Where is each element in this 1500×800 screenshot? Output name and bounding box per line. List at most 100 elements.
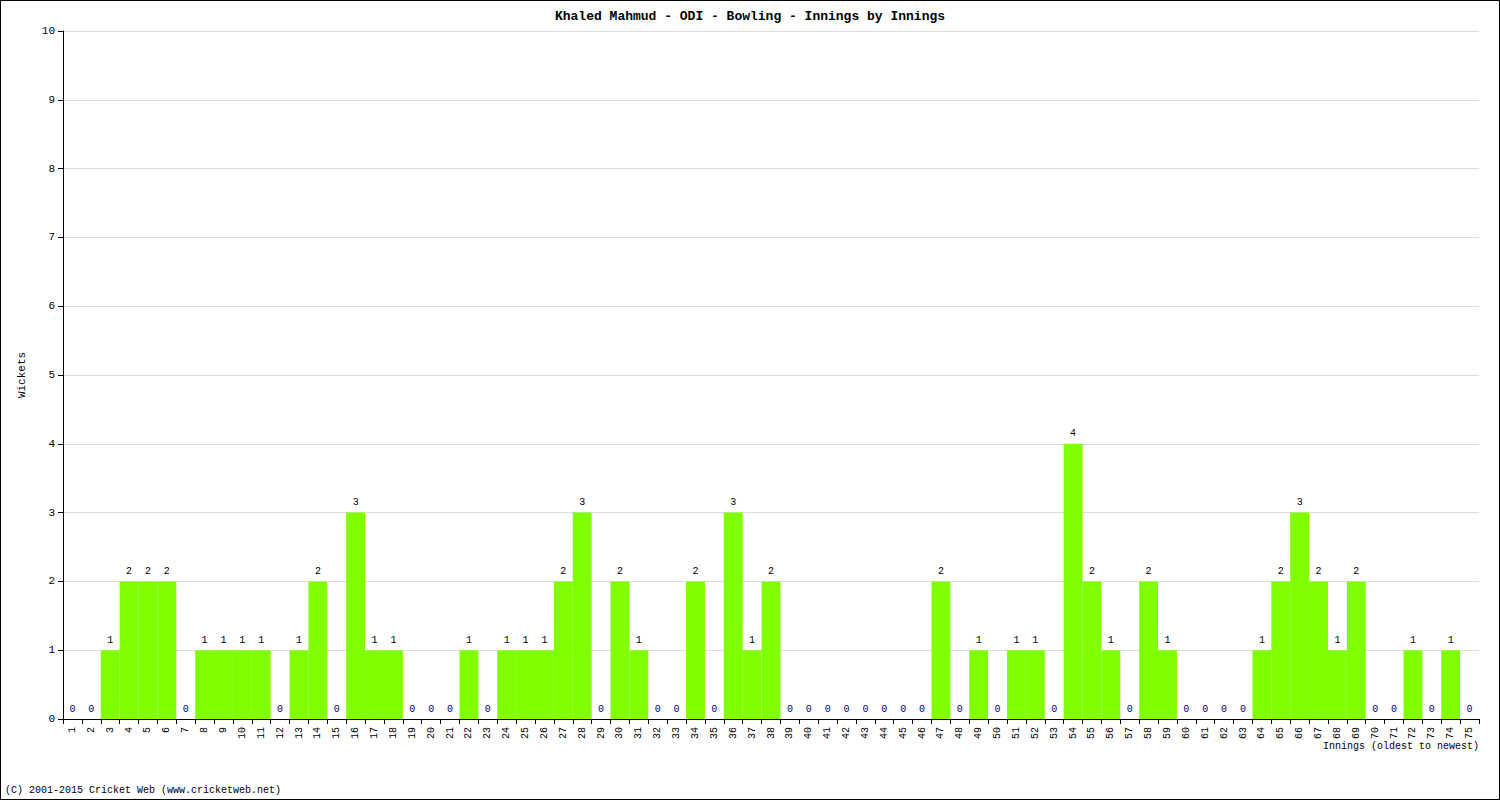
svg-text:1: 1 [390,635,396,646]
svg-text:0: 0 [862,704,868,715]
svg-text:5: 5 [48,369,55,381]
svg-text:35: 35 [709,727,720,739]
svg-text:3: 3 [579,497,585,508]
svg-text:0: 0 [1240,704,1246,715]
svg-text:48: 48 [954,727,965,739]
svg-text:2: 2 [692,566,698,577]
svg-text:2: 2 [1316,566,1322,577]
svg-text:55: 55 [1086,727,1097,739]
svg-text:72: 72 [1407,727,1418,739]
svg-text:2: 2 [560,566,566,577]
svg-text:34: 34 [690,727,701,739]
svg-text:0: 0 [787,704,793,715]
svg-text:1: 1 [976,635,982,646]
svg-text:0: 0 [806,704,812,715]
svg-text:25: 25 [520,727,531,739]
svg-text:12: 12 [275,727,286,739]
svg-text:0: 0 [1429,704,1435,715]
svg-text:49: 49 [973,727,984,739]
svg-text:0: 0 [485,704,491,715]
svg-text:4: 4 [48,438,55,450]
svg-text:0: 0 [1127,704,1133,715]
svg-text:1: 1 [296,635,302,646]
svg-text:26: 26 [539,727,550,739]
svg-text:7: 7 [48,231,55,243]
svg-text:0: 0 [1202,704,1208,715]
svg-text:1: 1 [67,727,78,733]
svg-text:(C) 2001-2015 Cricket Web (www: (C) 2001-2015 Cricket Web (www.cricketwe… [5,785,281,796]
svg-text:0: 0 [447,704,453,715]
svg-text:1: 1 [48,644,55,656]
svg-text:36: 36 [728,727,739,739]
svg-text:62: 62 [1219,727,1230,739]
svg-text:Wickets: Wickets [16,352,28,398]
svg-text:60: 60 [1181,727,1192,739]
svg-text:38: 38 [766,727,777,739]
svg-text:57: 57 [1124,727,1135,739]
svg-text:50: 50 [992,727,1003,739]
svg-text:44: 44 [879,727,890,739]
svg-text:28: 28 [577,727,588,739]
svg-text:0: 0 [674,704,680,715]
svg-text:0: 0 [409,704,415,715]
svg-text:51: 51 [1011,727,1022,739]
svg-text:52: 52 [1030,727,1041,739]
svg-text:63: 63 [1238,727,1249,739]
svg-text:0: 0 [900,704,906,715]
svg-text:69: 69 [1351,727,1362,739]
svg-text:30: 30 [614,727,625,739]
svg-text:5: 5 [142,727,153,733]
svg-text:1: 1 [107,635,113,646]
svg-text:0: 0 [881,704,887,715]
svg-text:15: 15 [331,727,342,739]
svg-text:6: 6 [161,727,172,733]
svg-text:2: 2 [768,566,774,577]
svg-text:70: 70 [1370,727,1381,739]
svg-text:3: 3 [1297,497,1303,508]
svg-text:0: 0 [919,704,925,715]
svg-text:53: 53 [1049,727,1060,739]
svg-text:1: 1 [1410,635,1416,646]
svg-text:3: 3 [353,497,359,508]
svg-text:0: 0 [1183,704,1189,715]
svg-text:31: 31 [633,727,644,739]
svg-text:0: 0 [1221,704,1227,715]
svg-text:4: 4 [124,727,135,733]
svg-text:1: 1 [1164,635,1170,646]
svg-text:37: 37 [747,727,758,739]
svg-text:10: 10 [42,25,55,37]
svg-text:2: 2 [145,566,151,577]
svg-text:19: 19 [407,727,418,739]
svg-text:1: 1 [1334,635,1340,646]
svg-text:1: 1 [1032,635,1038,646]
svg-text:16: 16 [350,727,361,739]
svg-text:0: 0 [88,704,94,715]
svg-text:8: 8 [48,163,55,175]
svg-text:9: 9 [48,94,55,106]
svg-text:1: 1 [220,635,226,646]
svg-text:74: 74 [1445,727,1456,739]
svg-text:47: 47 [935,727,946,739]
svg-text:0: 0 [1051,704,1057,715]
svg-text:Innings (oldest to newest): Innings (oldest to newest) [1323,741,1479,752]
svg-text:0: 0 [1467,704,1473,715]
svg-text:71: 71 [1389,727,1400,739]
svg-text:17: 17 [369,727,380,739]
svg-text:0: 0 [183,704,189,715]
svg-text:2: 2 [617,566,623,577]
svg-text:2: 2 [1353,566,1359,577]
svg-text:0: 0 [334,704,340,715]
svg-text:58: 58 [1143,727,1154,739]
svg-text:1: 1 [372,635,378,646]
svg-text:1: 1 [466,635,472,646]
svg-text:0: 0 [711,704,717,715]
svg-text:2: 2 [1089,566,1095,577]
svg-text:2: 2 [1278,566,1284,577]
svg-text:22: 22 [463,727,474,739]
svg-text:0: 0 [1391,704,1397,715]
svg-text:67: 67 [1313,727,1324,739]
svg-text:54: 54 [1068,727,1079,739]
svg-text:0: 0 [428,704,434,715]
svg-text:39: 39 [784,727,795,739]
svg-text:65: 65 [1275,727,1286,739]
